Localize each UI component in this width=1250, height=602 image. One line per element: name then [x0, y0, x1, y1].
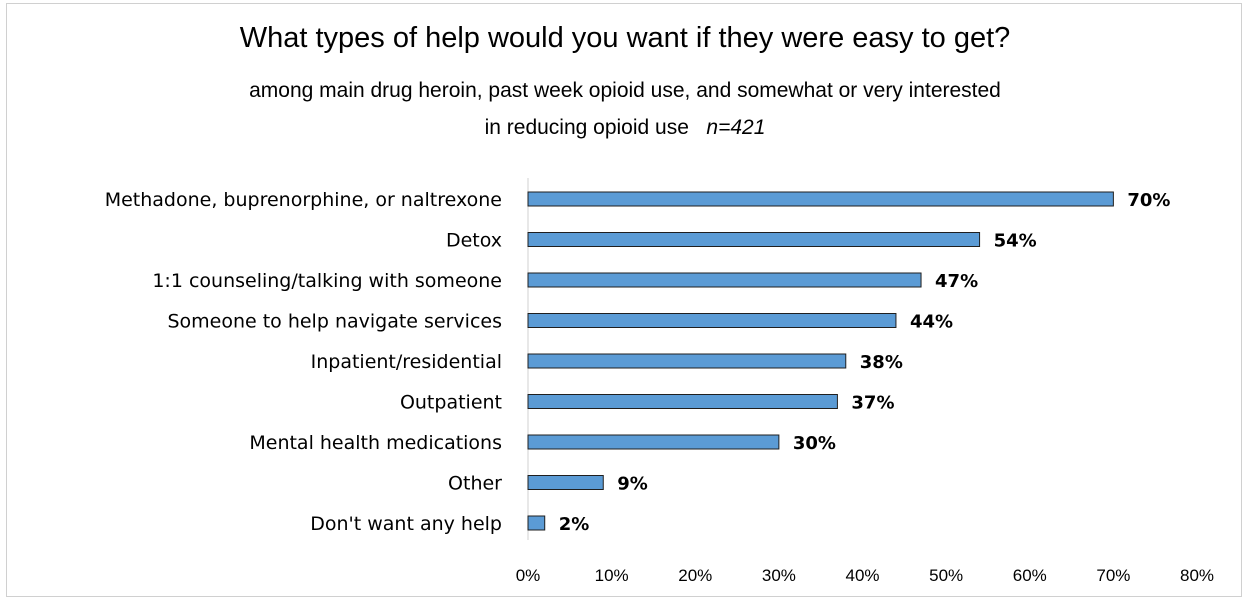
category-label: Don't want any help — [310, 513, 502, 535]
x-tick-label: 40% — [845, 566, 879, 585]
x-tick-label: 60% — [1013, 566, 1047, 585]
category-label: 1:1 counseling/talking with someone — [152, 270, 502, 292]
category-label: Other — [448, 473, 502, 495]
data-label: 47% — [935, 271, 978, 292]
x-tick-label: 20% — [678, 566, 712, 585]
bar — [527, 515, 546, 531]
sample-size: n=421 — [706, 116, 766, 139]
x-tick-label: 0% — [516, 566, 541, 585]
data-label: 30% — [793, 433, 836, 454]
bar — [527, 272, 922, 288]
x-tick-label: 30% — [762, 566, 796, 585]
bar — [527, 232, 981, 247]
x-tick-label: 70% — [1096, 566, 1130, 585]
subtitle-line-2: in reducing opioid use n=421 — [0, 109, 1250, 146]
subtitle-line-1: among main drug heroin, past week opioid… — [249, 79, 1001, 102]
bar — [527, 475, 604, 490]
chart-title: What types of help would you want if the… — [239, 22, 1011, 54]
category-label: Someone to help navigate services — [167, 311, 502, 333]
data-label: 54% — [994, 231, 1037, 252]
category-label: Mental health medications — [249, 432, 502, 454]
data-label: 9% — [617, 474, 648, 495]
data-label: 37% — [851, 393, 894, 414]
category-label: Inpatient/residential — [311, 351, 502, 373]
category-label: Methadone, buprenorphine, or naltrexone — [105, 189, 502, 211]
subtitle-line-2-text: in reducing opioid use — [484, 116, 689, 139]
data-label: 70% — [1127, 190, 1170, 211]
x-tick-label: 50% — [929, 566, 963, 585]
category-label: Detox — [446, 230, 502, 252]
category-label: Outpatient — [400, 392, 502, 414]
bar — [527, 191, 1114, 207]
data-label: 44% — [910, 312, 953, 333]
chart-subtitle: among main drug heroin, past week opioid… — [0, 72, 1250, 146]
bar — [527, 313, 897, 328]
bar — [527, 353, 847, 369]
bar — [527, 434, 780, 450]
data-label: 38% — [860, 352, 903, 373]
bar — [527, 394, 838, 409]
data-label: 2% — [559, 514, 590, 535]
chart-frame — [6, 3, 1242, 597]
x-tick-label: 10% — [595, 566, 629, 585]
x-tick-label: 80% — [1180, 566, 1214, 585]
